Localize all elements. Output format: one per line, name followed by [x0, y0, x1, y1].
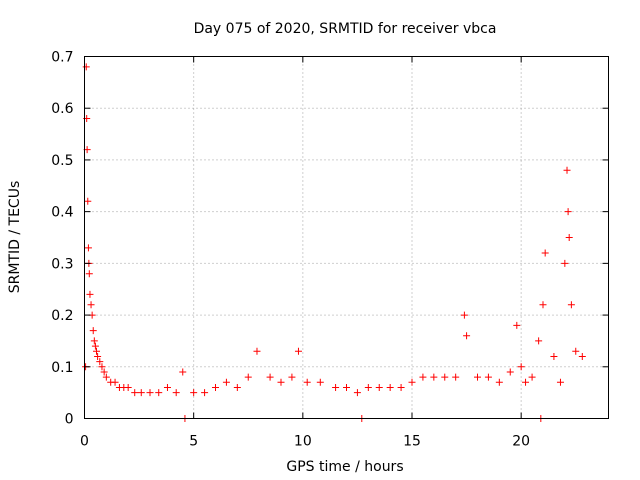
data-point — [111, 378, 119, 386]
data-point — [563, 166, 571, 174]
y-tick-label: 0.7 — [51, 50, 73, 66]
data-point — [316, 378, 324, 386]
data-point — [550, 352, 558, 360]
y-axis-label: SRMTID / TECUs — [7, 181, 23, 294]
data-point — [222, 378, 230, 386]
data-point — [201, 389, 209, 397]
data-point — [266, 373, 274, 381]
data-point — [93, 347, 101, 355]
data-point — [386, 383, 394, 391]
data-point — [463, 332, 471, 340]
axis-ticks: 0 0.1 0.2 0.3 0.4 0.5 0.6 0.7 0 5 10 15 20 — [51, 50, 609, 450]
data-point — [539, 301, 547, 309]
data-point — [190, 389, 198, 397]
data-point — [85, 270, 93, 278]
data-point — [86, 290, 94, 298]
data-point — [541, 249, 549, 257]
data-point — [578, 352, 586, 360]
data-point — [137, 389, 145, 397]
data-point — [131, 389, 139, 397]
data-point — [163, 383, 171, 391]
data-point — [179, 368, 187, 376]
data-point — [564, 208, 572, 216]
data-point — [155, 389, 163, 397]
data-point — [277, 378, 285, 386]
data-point — [452, 373, 460, 381]
data-point — [124, 383, 132, 391]
data-point — [82, 63, 90, 71]
x-tick-label: 20 — [512, 434, 530, 450]
x-tick-label: 5 — [189, 434, 198, 450]
data-point — [288, 373, 296, 381]
data-point — [343, 383, 350, 391]
chart-title: Day 075 of 2020, SRMTID for receiver vbc… — [194, 21, 497, 37]
data-point — [353, 389, 361, 397]
x-axis-label: GPS time / hours — [286, 459, 403, 475]
data-point — [89, 327, 97, 335]
data-point — [567, 301, 575, 309]
data-point — [90, 337, 98, 345]
data-points — [82, 63, 586, 422]
y-tick-label: 0.3 — [51, 256, 73, 272]
data-point — [100, 368, 108, 376]
data-point — [303, 378, 311, 386]
data-point — [484, 373, 492, 381]
data-point — [556, 378, 564, 386]
data-point — [408, 378, 416, 386]
data-point — [375, 383, 383, 391]
data-point — [561, 259, 569, 267]
data-point — [212, 383, 219, 391]
data-point — [146, 389, 154, 397]
data-point — [172, 389, 180, 397]
data-point — [535, 337, 543, 345]
data-point — [244, 373, 252, 381]
data-point — [84, 244, 92, 252]
data-point — [87, 301, 95, 309]
data-point — [419, 373, 427, 381]
y-tick-label: 0.6 — [51, 101, 73, 117]
y-tick-label: 0.1 — [51, 360, 73, 376]
data-point — [522, 378, 530, 386]
data-point — [565, 234, 573, 241]
data-point — [98, 363, 106, 371]
y-tick-label: 0.2 — [51, 308, 73, 324]
data-point — [294, 347, 302, 355]
x-tick-label: 15 — [403, 434, 421, 450]
data-point — [91, 342, 99, 350]
data-point — [460, 311, 468, 319]
data-point — [474, 373, 481, 381]
data-point — [94, 352, 102, 360]
grid-lines — [84, 56, 609, 419]
data-point — [397, 383, 405, 391]
data-point — [102, 373, 110, 381]
y-tick-label: 0 — [65, 412, 74, 428]
data-point — [528, 373, 536, 381]
data-point — [441, 373, 449, 381]
data-point — [572, 347, 580, 355]
data-point — [495, 378, 503, 386]
data-point — [430, 373, 438, 381]
data-point — [233, 383, 241, 391]
data-point — [513, 321, 521, 329]
plot-frame — [84, 56, 609, 419]
data-point — [84, 197, 92, 205]
x-tick-label: 10 — [294, 434, 312, 450]
data-point — [364, 383, 372, 391]
data-point — [253, 347, 261, 355]
data-point — [332, 383, 340, 391]
y-tick-label: 0.4 — [51, 205, 73, 221]
data-point — [96, 358, 104, 366]
data-point — [517, 363, 525, 371]
x-tick-label: 0 — [80, 434, 89, 450]
y-tick-label: 0.5 — [51, 153, 73, 169]
data-point — [506, 368, 514, 376]
